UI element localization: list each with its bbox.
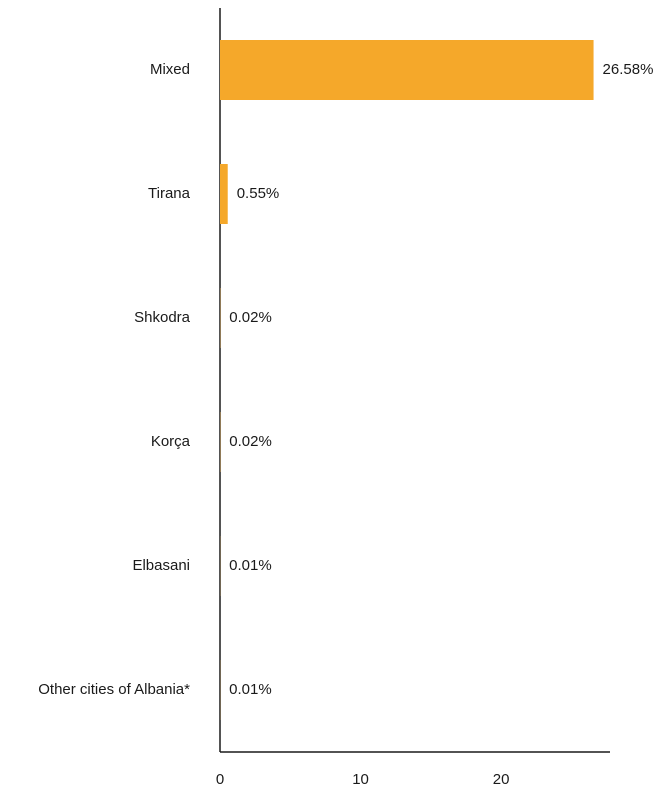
bar bbox=[220, 164, 228, 224]
x-tick-label: 20 bbox=[493, 771, 510, 788]
value-label: 0.01% bbox=[229, 557, 272, 574]
y-tick-label: Mixed bbox=[150, 61, 190, 78]
x-tick-label: 10 bbox=[352, 771, 369, 788]
value-label: 0.01% bbox=[229, 681, 272, 698]
y-tick-label: Korça bbox=[151, 433, 191, 450]
value-label: 0.02% bbox=[229, 309, 272, 326]
y-tick-label: Shkodra bbox=[134, 309, 191, 326]
y-tick-label: Tirana bbox=[148, 185, 191, 202]
y-tick-label: Other cities of Albania* bbox=[38, 681, 190, 698]
value-label: 0.02% bbox=[229, 433, 272, 450]
x-tick-label: 0 bbox=[216, 771, 224, 788]
value-label: 26.58% bbox=[603, 61, 654, 78]
value-label: 0.55% bbox=[237, 185, 280, 202]
bar bbox=[220, 40, 594, 100]
y-tick-label: Elbasani bbox=[132, 557, 190, 574]
